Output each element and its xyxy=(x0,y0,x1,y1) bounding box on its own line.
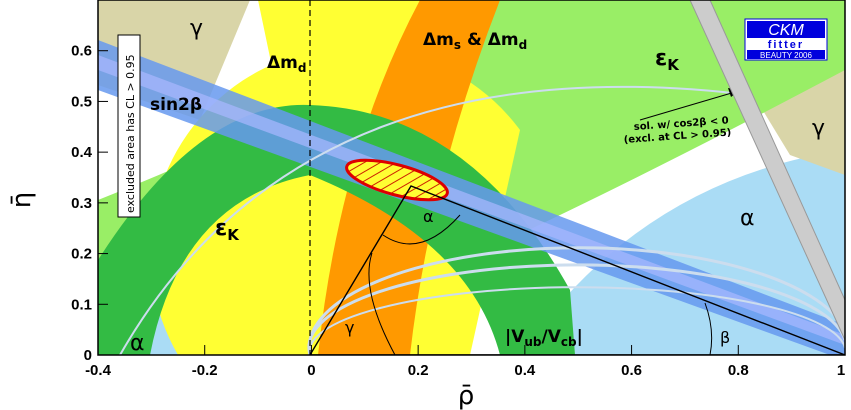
unitarity-triangle xyxy=(309,185,845,355)
label-gamma-triangle: γ xyxy=(345,318,354,337)
svg-text:fitter: fitter xyxy=(768,39,804,51)
x-tick-label: -0.2 xyxy=(192,362,218,379)
x-tick-label: 0.2 xyxy=(408,362,429,379)
y-tick-label: 0.1 xyxy=(71,296,92,313)
epsk-band-dark xyxy=(98,104,575,355)
label-alpha-left: α xyxy=(130,331,145,356)
label-alpha-triangle: α xyxy=(423,207,434,226)
y-tick-label: 0.6 xyxy=(71,43,92,60)
x-tick-label: -0.4 xyxy=(85,362,112,379)
label-gamma-right: γ xyxy=(812,116,825,141)
ckmfitter-logo: CKM fitter BEAUTY 2006 xyxy=(744,18,828,61)
y-tick-label: 0.3 xyxy=(71,195,92,212)
y-tick-label: 0.5 xyxy=(71,93,92,110)
x-axis: -0.4 -0.2 0 0.2 0.4 0.6 0.8 1 xyxy=(85,345,846,379)
x-tick-label: 1 xyxy=(837,362,845,379)
y-tick-label: 0.4 xyxy=(71,144,93,161)
x-tick-label: 0.6 xyxy=(621,362,642,379)
label-gamma-top: γ xyxy=(190,16,203,41)
label-sin2b: sin2β xyxy=(150,95,202,115)
y-axis: 0 0.1 0.2 0.3 0.4 0.5 0.6 xyxy=(71,43,108,364)
svg-text:CKM: CKM xyxy=(768,22,804,39)
x-axis-label: ρ̄ xyxy=(458,381,475,410)
x-tick-label: 0 xyxy=(307,362,315,379)
x-tick-label: 0.4 xyxy=(514,362,536,379)
excluded-note: excluded area has CL > 0.95 xyxy=(124,54,137,213)
label-beta-triangle: β xyxy=(720,328,730,347)
label-alpha-right: α xyxy=(740,206,755,231)
label-epsk-left: εK xyxy=(215,216,240,244)
x-tick-label: 0.8 xyxy=(728,362,749,379)
y-tick-label: 0 xyxy=(84,347,92,364)
plot-area xyxy=(98,0,845,355)
label-dmd: Δmd xyxy=(267,53,306,75)
svg-text:BEAUTY 2006: BEAUTY 2006 xyxy=(760,51,812,60)
label-vub-vcb: |Vub/Vcb| xyxy=(505,327,583,349)
y-axis-label: η̄ xyxy=(7,192,37,208)
y-tick-label: 0.2 xyxy=(71,246,92,263)
label-dms-dmd: Δms & Δmd xyxy=(423,30,527,52)
label-epsk-right: εK xyxy=(655,46,680,74)
